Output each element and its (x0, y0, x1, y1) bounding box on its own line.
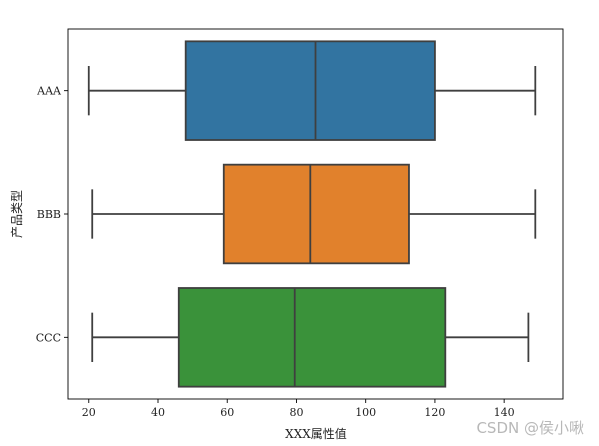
x-tick-label: 100 (355, 406, 376, 419)
box-series (87, 40, 537, 388)
box-ccc (91, 287, 530, 388)
x-tick-label: 40 (151, 406, 165, 419)
x-tick-label: 20 (82, 406, 96, 419)
iqr-box-bbb (222, 163, 410, 265)
box-bbb (91, 163, 537, 265)
y-axis-label: 产品类型 (10, 190, 24, 238)
watermark-text: CSDN @侯小啾 (476, 419, 584, 437)
x-tick-label: 80 (289, 406, 303, 419)
x-tick-label: 140 (494, 406, 515, 419)
x-tick-label: 120 (424, 406, 445, 419)
y-tick-label: BBB (37, 208, 61, 221)
x-tick-label: 60 (220, 406, 234, 419)
box-aaa (87, 40, 537, 141)
y-axis-ticks: AAA BBB CCC (36, 85, 68, 344)
y-tick-label: CCC (36, 331, 61, 344)
x-axis-ticks: 20 40 60 80 100 120 140 (82, 399, 515, 419)
iqr-box-aaa (184, 40, 436, 141)
x-axis-label: XXX属性值 (285, 426, 347, 441)
iqr-box-ccc (177, 287, 447, 388)
y-tick-label: AAA (36, 85, 62, 98)
